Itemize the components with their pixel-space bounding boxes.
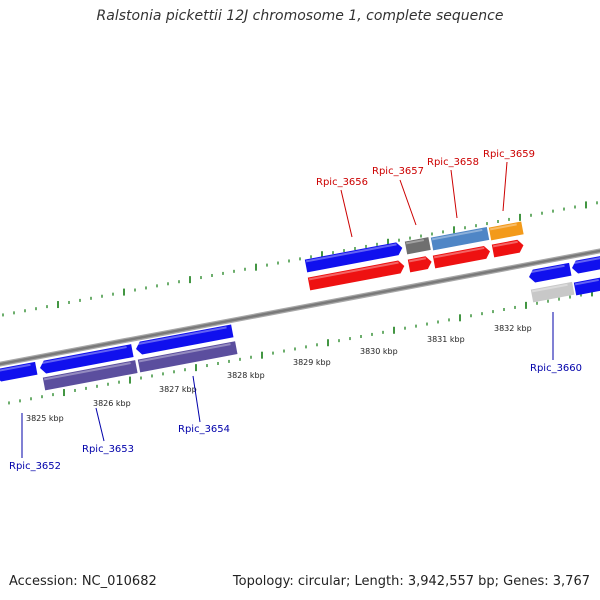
gene-rpic-3657-body (404, 237, 431, 255)
gene-rpic-3652-body (0, 361, 38, 382)
summary-label: Topology: circular; Length: 3,942,557 bp… (232, 574, 590, 589)
gene-red-4-shine (492, 240, 518, 248)
gene-red-1-shine (308, 261, 399, 281)
scale-label: 3830 kbp (360, 347, 398, 356)
gene-label-line (399, 179, 417, 226)
gene-rpic-3656 (304, 242, 403, 273)
gene-lightgray-body (530, 281, 575, 303)
gene-label: Rpic_3652 (9, 461, 61, 472)
gene-red-3-shine (433, 246, 485, 259)
gene-label: Rpic_3656 (316, 177, 368, 188)
gene-label: Rpic_3659 (483, 149, 535, 160)
gene-features (0, 221, 600, 391)
gene-label: Rpic_3654 (178, 424, 230, 435)
gene-red-1 (307, 260, 405, 291)
map-title: Ralstonia pickettii 12J chromosome 1, co… (96, 8, 504, 24)
gene-red-2-shine (408, 257, 427, 263)
gene-rpic-3657 (404, 237, 431, 255)
scale-label: 3831 kbp (427, 335, 465, 344)
gene-rpic-3660-body (529, 262, 572, 283)
gene-rpic-3659-body (488, 221, 524, 241)
gene-purple-1-body (42, 360, 138, 391)
gene-red-2-body (407, 256, 432, 273)
gene-rpic-3654-shine (135, 326, 227, 346)
scale-label: 3826 kbp (93, 399, 131, 408)
gene-label-line (450, 169, 458, 219)
gene-lightgray-shine (531, 283, 568, 293)
scale-label: 3825 kbp (26, 414, 64, 423)
outer-tick-track (2, 201, 598, 317)
gene-rpic-3660 (528, 262, 572, 283)
scale-label: 3828 kbp (227, 371, 265, 380)
gene-label-line (192, 375, 201, 423)
gene-rpic-3660-shine (528, 264, 565, 274)
gene-purple-1-shine (43, 362, 131, 381)
gene-rpic-3656-body (304, 242, 403, 273)
scale-labels: 3825 kbp 3826 kbp 3827 kbp 3828 kbp 3829 kbp… (26, 324, 532, 423)
gene-red-4 (491, 239, 524, 258)
gene-rpic-3657-shine (405, 239, 425, 245)
gene-rpic-3652-shine (0, 363, 31, 373)
gene-labels: Rpic_3652 Rpic_3653 Rpic_3654 Rpic_3656 Rpic… (9, 149, 582, 472)
gene-rpic-3653-body (40, 344, 134, 374)
gene-red-4-body (491, 239, 524, 258)
gene-label-line (340, 189, 353, 238)
gene-right-3-body (573, 277, 600, 296)
gene-label-lines (21, 161, 554, 458)
accession-label: Accession: NC_010682 (9, 574, 157, 589)
gene-purple-1 (42, 360, 138, 391)
gene-right-3-shine (574, 278, 599, 286)
gene-rpic-3653-shine (39, 346, 127, 365)
gene-lightgray (530, 281, 575, 303)
gene-rpic-3652 (0, 361, 38, 382)
scale-label: 3829 kbp (293, 358, 331, 367)
gene-rpic-3654 (135, 324, 234, 355)
gene-rpic-3659-shine (489, 223, 517, 231)
gene-right-3 (573, 277, 600, 296)
gene-label-line (502, 161, 508, 212)
inner-tick-track (8, 289, 593, 405)
gene-rpic-3658 (430, 227, 490, 251)
gene-label-line (95, 407, 105, 442)
gene-red-3-body (432, 245, 491, 269)
gene-rpic-3654-body (136, 324, 234, 355)
gene-purple-2-shine (138, 343, 231, 363)
gene-red-3 (432, 245, 491, 269)
gene-red-2 (407, 256, 432, 273)
gene-red-1-body (307, 260, 405, 291)
gene-label: Rpic_3658 (427, 157, 479, 168)
scale-label: 3827 kbp (159, 385, 197, 394)
gene-right-2-body (572, 254, 600, 274)
gene-label: Rpic_3657 (372, 166, 424, 177)
gene-purple-2-body (137, 341, 238, 373)
backbone (0, 248, 600, 367)
gene-label: Rpic_3653 (82, 444, 134, 455)
gene-rpic-3656-shine (305, 243, 397, 263)
scale-label: 3832 kbp (494, 324, 532, 333)
gene-rpic-3653 (39, 344, 134, 374)
gene-rpic-3659 (488, 221, 524, 241)
gene-rpic-3658-body (430, 227, 490, 251)
gene-label: Rpic_3660 (530, 363, 582, 374)
gene-rpic-3658-shine (431, 228, 483, 241)
gene-purple-2 (137, 341, 238, 373)
